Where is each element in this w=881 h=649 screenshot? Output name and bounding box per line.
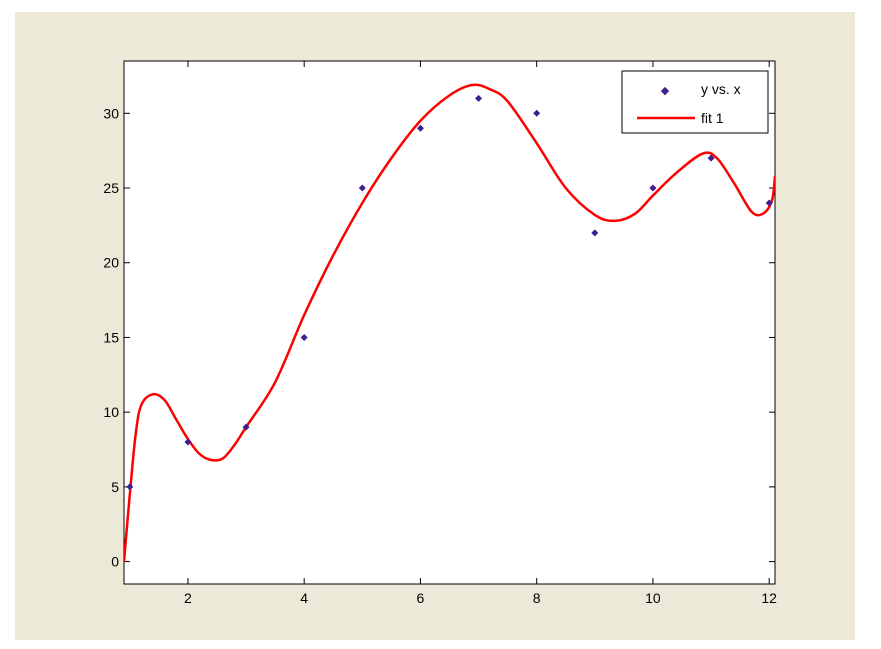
x-tick-label: 10: [645, 590, 661, 606]
data-point: [707, 154, 715, 162]
y-tick-label: 10: [103, 404, 119, 420]
x-tick-label: 4: [300, 590, 308, 606]
legend-label-fit: fit 1: [701, 110, 724, 126]
data-point: [242, 423, 250, 431]
data-point: [765, 199, 773, 207]
x-tick-label: 6: [417, 590, 425, 606]
data-point: [591, 229, 599, 237]
data-point: [649, 184, 657, 192]
data-point: [126, 483, 134, 491]
legend-label-points: y vs. x: [701, 81, 741, 97]
data-point: [300, 333, 308, 341]
x-axis: 2 4 6 8 10 12: [184, 61, 777, 606]
figure-window: 0 5 10 15 20 25 30 2 4 6 8 10 12 ◆ y vs. x fit 1: [15, 12, 855, 640]
y-tick-label: 20: [103, 255, 119, 271]
data-point: [358, 184, 366, 192]
data-point: [416, 124, 424, 132]
y-tick-label: 5: [111, 479, 119, 495]
x-tick-label: 8: [533, 590, 541, 606]
data-point: [184, 438, 192, 446]
fit-line: [124, 83, 775, 562]
plot-layer: [124, 83, 775, 562]
legend-box: [621, 70, 769, 134]
y-tick-label: 30: [103, 105, 119, 121]
chart: 0 5 10 15 20 25 30 2 4 6 8 10 12 ◆ y vs. x fit 1: [103, 60, 777, 606]
y-tick-label: 0: [111, 554, 119, 570]
legend: ◆ y vs. x fit 1: [621, 70, 769, 134]
y-tick-label: 25: [103, 180, 119, 196]
data-point: [533, 109, 541, 117]
x-tick-label: 2: [184, 590, 192, 606]
y-axis: 0 5 10 15 20 25 30: [103, 105, 775, 570]
data-point: [475, 94, 483, 102]
legend-marker-diamond: ◆: [661, 84, 670, 97]
x-tick-label: 12: [761, 590, 777, 606]
y-tick-label: 15: [103, 329, 119, 345]
axes-area: [123, 60, 776, 585]
